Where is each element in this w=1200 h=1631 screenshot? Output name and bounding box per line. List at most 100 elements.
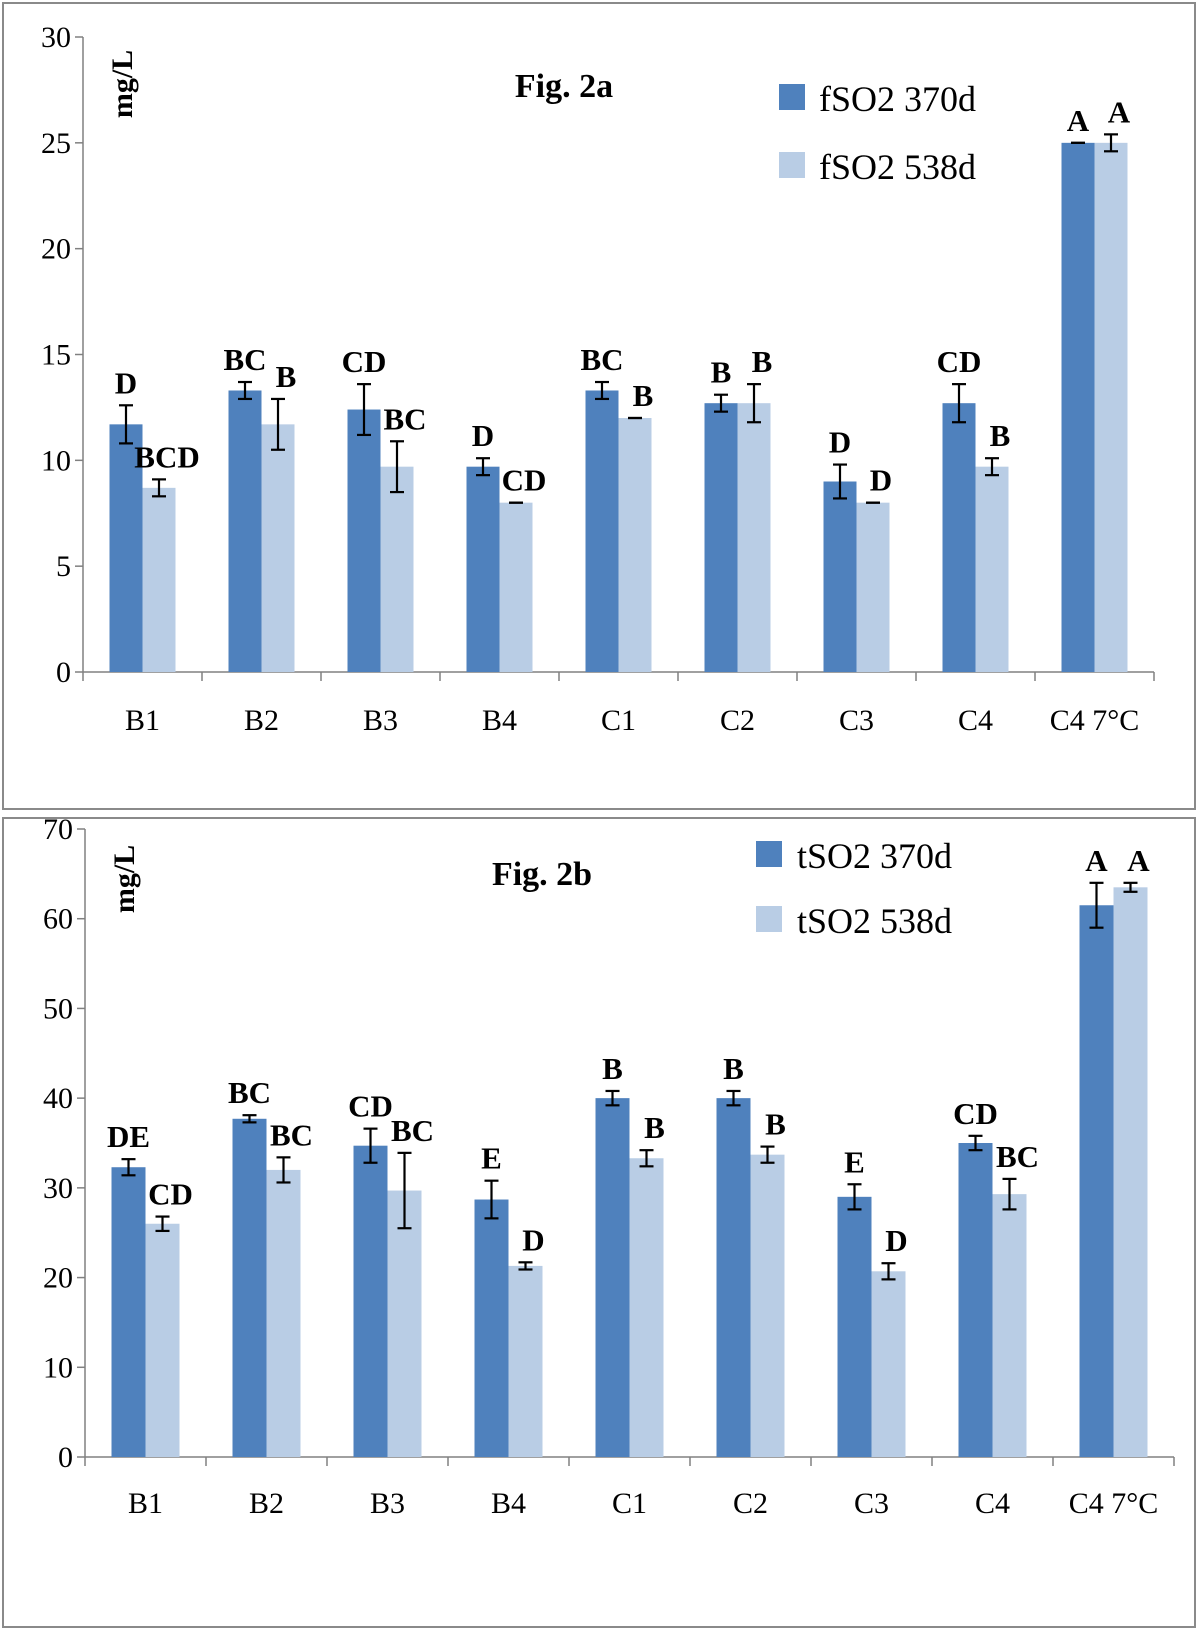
significance-label: BC: [391, 1113, 434, 1148]
bar-1: [266, 1169, 301, 1457]
bar-0: [232, 1118, 267, 1457]
error-bar: [968, 1134, 983, 1152]
error-bar: [518, 1261, 533, 1271]
bar-0: [466, 466, 500, 672]
bar-1: [142, 487, 176, 672]
x-tick-label: C1: [612, 1487, 647, 1520]
x-tick-label: C4: [975, 1487, 1010, 1520]
bar-0: [1079, 905, 1114, 1457]
x-tick-label: B3: [363, 704, 398, 737]
error-bar: [1123, 881, 1138, 893]
x-tick-label: C1: [601, 704, 636, 737]
bar-0: [109, 424, 143, 672]
significance-label: BC: [580, 342, 623, 377]
significance-label: B: [990, 418, 1011, 453]
significance-label: B: [723, 1051, 744, 1086]
significance-label: E: [481, 1141, 502, 1176]
significance-label: E: [844, 1144, 865, 1179]
bar-1: [975, 466, 1009, 672]
error-bar: [390, 440, 404, 494]
y-tick-label: 70: [43, 819, 73, 846]
error-bar: [881, 1262, 896, 1281]
chart-panel-a: 0 5 10 15 20 25 30 B1 B2 B3 B4 C1 C2 C3 C4 C4 7°C D BC CD D…: [2, 2, 1196, 810]
y-tick-label: 15: [41, 339, 71, 372]
significance-label: CD: [148, 1177, 193, 1212]
significance-label: A: [1067, 103, 1090, 138]
error-bar: [1104, 133, 1118, 153]
error-bar: [760, 1145, 775, 1164]
x-tick-label: C3: [839, 704, 874, 737]
y-axis-label: mg/L: [106, 50, 139, 118]
bar-1: [508, 1265, 543, 1457]
chart-title: Fig. 2a: [515, 68, 613, 105]
chart-panel-b: 0 10 20 30 40 50 60 70 B1 B2 B3 B4 C1 C2 C3 C4 C4 7°C DE B…: [2, 817, 1196, 1628]
significance-label: CD: [937, 344, 982, 379]
error-bar: [476, 457, 490, 477]
significance-label: BC: [996, 1139, 1039, 1174]
error-bar: [397, 1151, 412, 1230]
y-tick-label: 30: [43, 1172, 73, 1205]
y-tick-label: 10: [43, 1351, 73, 1384]
significance-label: B: [644, 1110, 665, 1145]
x-tick-label: C3: [854, 1487, 889, 1520]
y-tick-label: 40: [43, 1082, 73, 1115]
error-bar: [238, 380, 252, 401]
significance-label: CD: [348, 1089, 393, 1124]
x-tick-label: B4: [491, 1487, 526, 1520]
error-bar: [484, 1179, 499, 1220]
significance-label: A: [1127, 843, 1150, 878]
bar-0: [585, 390, 619, 672]
y-tick-label: 5: [56, 550, 71, 583]
bar-0: [823, 481, 857, 672]
y-axis-label: mg/L: [108, 845, 141, 913]
x-tick-label: B4: [482, 704, 517, 737]
error-bar: [242, 1114, 257, 1124]
significance-label: D: [885, 1223, 907, 1258]
x-tick-label: C4: [958, 704, 993, 737]
error-bar: [119, 404, 133, 445]
bar-0: [595, 1098, 630, 1457]
bar-1: [261, 424, 295, 672]
legend-swatch-1: [756, 906, 782, 932]
significance-label: D: [870, 463, 892, 498]
y-tick-label: 30: [41, 21, 71, 54]
bar-0: [716, 1098, 751, 1457]
legend-label-0: fSO2 370d: [819, 79, 976, 119]
bar-0: [704, 403, 738, 672]
error-bar: [595, 380, 609, 401]
bar-0: [111, 1167, 146, 1457]
y-tick-label: 20: [41, 233, 71, 266]
x-tick-label: C4 7°C: [1050, 704, 1140, 737]
legend-label-1: fSO2 538d: [819, 147, 976, 187]
bar-1: [618, 418, 652, 672]
x-tick-label: B1: [128, 1487, 163, 1520]
bar-0: [474, 1199, 509, 1457]
bar-0: [347, 409, 381, 672]
x-tick-label: C4 7°C: [1069, 1487, 1159, 1520]
bar-1: [737, 403, 771, 672]
x-tick-label: C2: [720, 704, 755, 737]
bar-0: [1061, 142, 1095, 673]
legend-swatch-0: [756, 841, 782, 867]
bar-0: [353, 1145, 388, 1457]
error-bar: [121, 1158, 136, 1177]
error-bar: [747, 383, 761, 424]
error-bar: [155, 1215, 170, 1233]
error-bar: [271, 397, 285, 451]
legend-label-0: tSO2 370d: [797, 836, 952, 876]
bar-1: [1113, 887, 1148, 1457]
significance-label: B: [752, 344, 773, 379]
x-tick-label: C2: [733, 1487, 768, 1520]
error-bar: [726, 1089, 741, 1107]
legend-label-1: tSO2 538d: [797, 901, 952, 941]
y-tick-label: 20: [43, 1262, 73, 1295]
significance-label: BC: [383, 401, 426, 436]
significance-label: BC: [228, 1075, 271, 1110]
bar-1: [380, 466, 414, 672]
x-tick-label: B2: [249, 1487, 284, 1520]
y-tick-label: 0: [58, 1441, 73, 1474]
y-tick-label: 50: [43, 992, 73, 1025]
bar-1: [387, 1190, 422, 1457]
